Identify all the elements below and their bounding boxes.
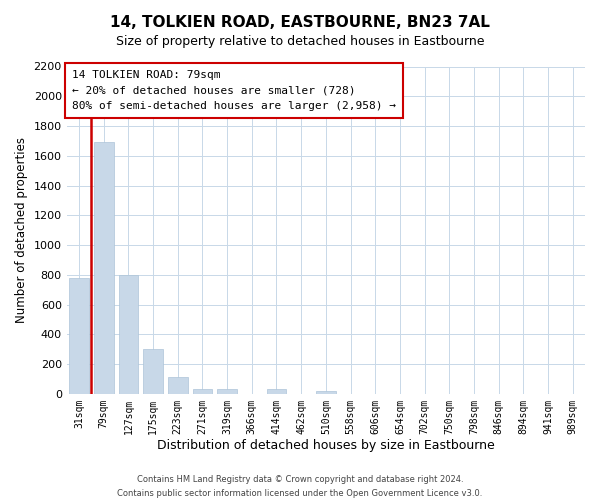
Bar (193, 388, 212, 394)
Bar (94, 142, 113, 394)
Bar (168, 376, 188, 394)
Bar (119, 275, 138, 394)
X-axis label: Distribution of detached houses by size in Eastbourne: Distribution of detached houses by size … (157, 440, 495, 452)
Y-axis label: Number of detached properties: Number of detached properties (15, 137, 28, 323)
Bar (266, 390, 286, 394)
Bar (316, 391, 336, 394)
Text: 14, TOLKIEN ROAD, EASTBOURNE, BN23 7AL: 14, TOLKIEN ROAD, EASTBOURNE, BN23 7AL (110, 15, 490, 30)
Text: Contains HM Land Registry data © Crown copyright and database right 2024.
Contai: Contains HM Land Registry data © Crown c… (118, 476, 482, 498)
Text: 14 TOLKIEN ROAD: 79sqm
← 20% of detached houses are smaller (728)
80% of semi-de: 14 TOLKIEN ROAD: 79sqm ← 20% of detached… (72, 70, 396, 111)
Bar (217, 388, 237, 394)
Bar (143, 349, 163, 394)
Text: Size of property relative to detached houses in Eastbourne: Size of property relative to detached ho… (116, 35, 484, 48)
Bar (69, 278, 89, 394)
